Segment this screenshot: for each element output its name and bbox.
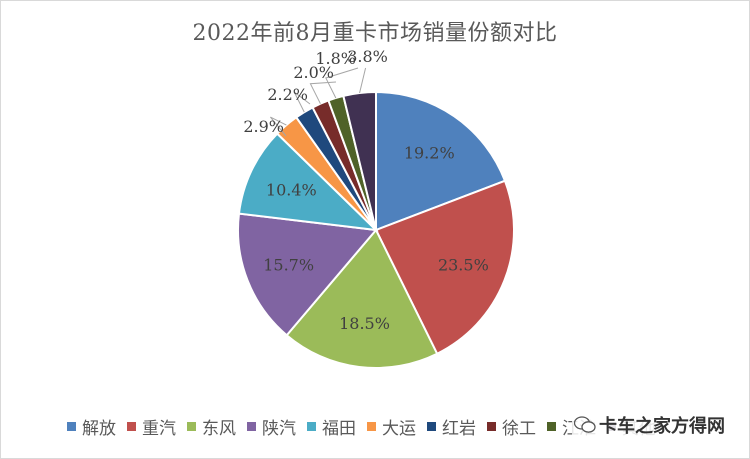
legend-item-3: 东风 <box>187 414 236 439</box>
legend-swatch-9 <box>547 422 556 431</box>
leader-line-6 <box>269 116 287 137</box>
legend-label-6: 大运 <box>382 419 416 439</box>
pie-slice-5 <box>237 132 379 232</box>
pie-slice-10 <box>342 90 377 231</box>
data-label-2: 23.5% <box>438 255 489 274</box>
pie-slice-2 <box>374 179 515 356</box>
legend-item-2: 重汽 <box>127 414 176 439</box>
data-label-4: 15.7% <box>263 255 314 274</box>
legend-item-4: 陕汽 <box>247 414 296 439</box>
legend-swatch-3 <box>187 422 196 431</box>
legend-swatch-2 <box>127 422 136 431</box>
data-label-3: 18.5% <box>339 314 390 333</box>
legend-item-7: 红岩 <box>427 414 476 439</box>
data-label-1: 19.2% <box>404 144 455 163</box>
legend-swatch-4 <box>247 422 256 431</box>
wechat-logo-icon <box>574 416 596 434</box>
legend-item-1: 解放 <box>67 414 116 439</box>
legend-swatch-6 <box>367 422 376 431</box>
legend-label-8: 徐工 <box>502 419 536 439</box>
legend-label-7: 红岩 <box>442 419 476 439</box>
legend-label-4: 陕汽 <box>262 419 296 439</box>
leader-line-9 <box>325 67 359 99</box>
legend-swatch-7 <box>427 422 436 431</box>
data-label-6: 2.9% <box>243 117 284 136</box>
data-label-10: 3.8% <box>347 47 388 66</box>
legend-item-8: 徐工 <box>487 414 536 439</box>
pie-slice-4 <box>237 212 378 337</box>
legend-item-6: 大运 <box>367 414 416 439</box>
legend-swatch-5 <box>307 422 316 431</box>
legend-swatch-8 <box>487 422 496 431</box>
data-label-8: 2.0% <box>293 63 334 82</box>
legend-item-5: 福田 <box>307 414 356 439</box>
leader-line-7 <box>293 91 311 113</box>
pie-slice-3 <box>285 228 439 369</box>
leader-line-8 <box>309 81 337 104</box>
data-label-7: 2.2% <box>267 85 308 104</box>
legend-swatch-1 <box>67 422 76 431</box>
legend-label-3: 东风 <box>202 419 236 439</box>
data-label-5: 10.4% <box>266 181 317 200</box>
watermark: 卡车之家方得网 <box>572 412 727 438</box>
legend-label-5: 福田 <box>322 419 356 439</box>
data-label-9: 1.8% <box>315 49 356 68</box>
leader-line-10 <box>359 67 367 94</box>
legend-label-1: 解放 <box>82 419 116 439</box>
chart-title: 2022年前8月重卡市场销量份额对比 <box>192 21 558 46</box>
pie-slice-1 <box>375 90 507 232</box>
legend-label-2: 重汽 <box>142 419 176 439</box>
watermark-text: 卡车之家方得网 <box>599 416 725 437</box>
